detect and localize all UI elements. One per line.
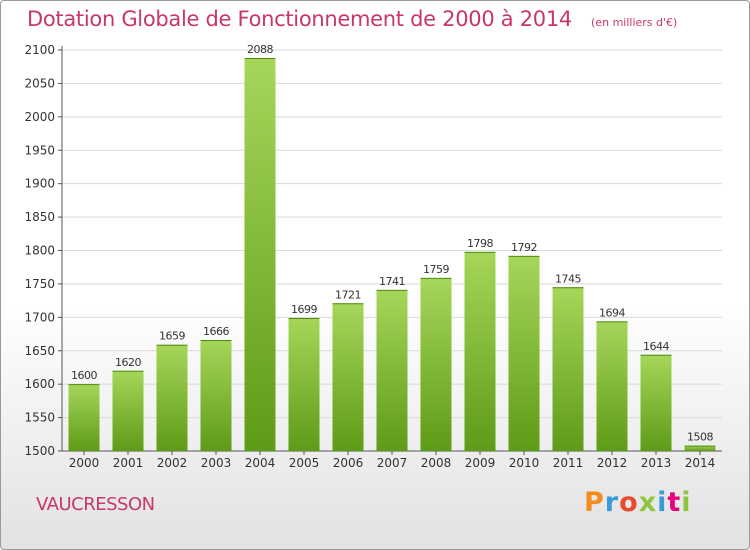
- x-tick-label-2005: 2005: [289, 456, 320, 470]
- x-tick-label-2012: 2012: [597, 456, 628, 470]
- data-label-2009: 1798: [467, 237, 493, 250]
- logo-letter: t: [667, 487, 682, 518]
- data-label-2007: 1741: [379, 275, 405, 288]
- x-tick-label-2011: 2011: [553, 456, 584, 470]
- bar-2009: [464, 251, 496, 451]
- data-label-2002: 1659: [159, 330, 185, 343]
- bar-2001: [112, 370, 144, 451]
- x-tick-label-2008: 2008: [421, 456, 452, 470]
- x-tick-label-2001: 2001: [113, 456, 144, 470]
- data-label-2005: 1699: [291, 303, 317, 316]
- chart-title-block: Dotation Globale de Fonctionnement de 20…: [27, 7, 677, 31]
- data-label-2008: 1759: [423, 263, 449, 276]
- bar-2014: [684, 445, 716, 451]
- y-tick-label: 1700: [24, 310, 55, 324]
- chart-title: Dotation Globale de Fonctionnement de 20…: [27, 7, 572, 31]
- logo-letter: P: [584, 487, 605, 518]
- data-labels: 1600 1620 1659 1666 2088 1699 1721 1741 1759 1798…: [71, 43, 714, 444]
- x-tick-label-2007: 2007: [377, 456, 408, 470]
- bars: [68, 58, 716, 452]
- data-label-2003: 1666: [203, 325, 229, 338]
- bar-2004: [244, 58, 276, 452]
- x-tick-label-2013: 2013: [641, 456, 672, 470]
- y-tick-label: 1850: [24, 210, 55, 224]
- x-tick-labels: 2000 2001 2002 2003 2004 2005 2006 2007 2008 2009…: [69, 456, 716, 470]
- x-tick-label-2002: 2002: [157, 456, 188, 470]
- logo-letter: x: [638, 487, 658, 518]
- y-tick-label: 1900: [24, 177, 55, 191]
- chart-unit-note: (en milliers d'€): [591, 16, 678, 29]
- data-label-2013: 1644: [643, 340, 669, 353]
- y-tick-label: 2100: [24, 43, 55, 57]
- data-label-2001: 1620: [115, 356, 141, 369]
- bar-2003: [200, 340, 232, 451]
- y-tick-label: 2050: [24, 76, 55, 90]
- bar-2010: [508, 255, 540, 451]
- bar-2005: [288, 318, 320, 451]
- x-tick-label-2006: 2006: [333, 456, 364, 470]
- logo-letter: i: [681, 487, 692, 518]
- y-tick-label: 1950: [24, 143, 55, 157]
- proxiti-logo[interactable]: Proxiti: [584, 487, 692, 518]
- x-tick-label-2004: 2004: [245, 456, 276, 470]
- bar-2006: [332, 303, 364, 451]
- logo-letter: i: [657, 487, 668, 518]
- logo-letter: o: [619, 487, 639, 518]
- bar-2000: [68, 384, 100, 451]
- data-label-2014: 1508: [687, 431, 713, 444]
- x-tick-label-2009: 2009: [465, 456, 496, 470]
- bar-2012: [596, 321, 628, 451]
- data-label-2011: 1745: [555, 272, 581, 285]
- y-tick-label: 1750: [24, 277, 55, 291]
- data-label-2000: 1600: [71, 369, 97, 382]
- data-label-2006: 1721: [335, 288, 361, 301]
- y-tick-label: 1500: [24, 444, 55, 458]
- bar-2011: [552, 287, 584, 451]
- bar-2008: [420, 277, 452, 451]
- x-tick-label-2003: 2003: [201, 456, 232, 470]
- x-tick-label-2010: 2010: [509, 456, 540, 470]
- data-label-2010: 1792: [511, 241, 537, 254]
- data-label-2004: 2088: [247, 43, 273, 56]
- y-tick-label: 2000: [24, 110, 55, 124]
- y-tick-labels: 1500 1550 1600 1650 1700 1750 1800 1850 1900 1950…: [24, 43, 55, 458]
- y-tick-label: 1600: [24, 377, 55, 391]
- data-label-2012: 1694: [599, 306, 625, 319]
- bar-2013: [640, 354, 672, 451]
- x-tick-label-2000: 2000: [69, 456, 100, 470]
- y-tick-label: 1550: [24, 411, 55, 425]
- logo-letter: r: [604, 487, 620, 518]
- y-tick-label: 1800: [24, 244, 55, 258]
- x-tick-label-2014: 2014: [685, 456, 716, 470]
- y-tick-label: 1650: [24, 344, 55, 358]
- bar-2007: [376, 289, 408, 451]
- commune-name: VAUCRESSON: [36, 494, 155, 515]
- bar-2002: [156, 344, 188, 451]
